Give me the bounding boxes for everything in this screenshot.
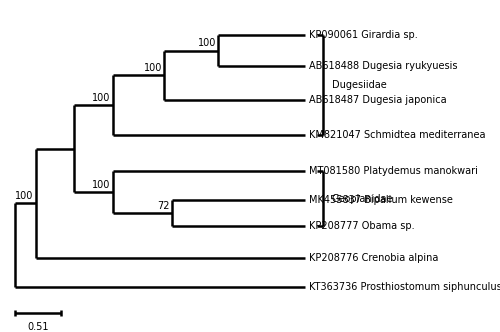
Text: 100: 100: [92, 93, 110, 103]
Text: KM821047 Schmidtea mediterranea: KM821047 Schmidtea mediterranea: [310, 129, 486, 139]
Text: 100: 100: [198, 39, 216, 48]
Text: 100: 100: [16, 191, 34, 201]
Text: AB618488 Dugesia ryukyuesis: AB618488 Dugesia ryukyuesis: [310, 61, 458, 71]
Text: 0.51: 0.51: [28, 322, 49, 332]
Text: MK455837 Bipalium kewense: MK455837 Bipalium kewense: [310, 195, 453, 205]
Text: Geoplanidae: Geoplanidae: [332, 194, 394, 204]
Text: 100: 100: [92, 180, 110, 190]
Text: KP208776 Crenobia alpina: KP208776 Crenobia alpina: [310, 253, 438, 263]
Text: MT081580 Platydemus manokwari: MT081580 Platydemus manokwari: [310, 166, 478, 176]
Text: KP090061 Girardia sp.: KP090061 Girardia sp.: [310, 30, 418, 40]
Text: KT363736 Prosthiostomum siphunculus: KT363736 Prosthiostomum siphunculus: [310, 282, 500, 292]
Text: AB618487 Dugesia japonica: AB618487 Dugesia japonica: [310, 95, 447, 105]
Text: 72: 72: [157, 201, 170, 211]
Text: KP208777 Obama sp.: KP208777 Obama sp.: [310, 221, 415, 231]
Text: 100: 100: [144, 63, 162, 73]
Text: Dugesiidae: Dugesiidae: [332, 80, 386, 90]
